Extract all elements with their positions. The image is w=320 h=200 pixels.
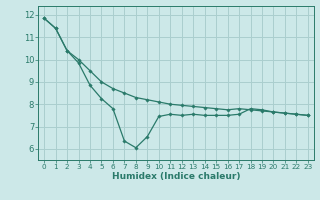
X-axis label: Humidex (Indice chaleur): Humidex (Indice chaleur) xyxy=(112,172,240,181)
